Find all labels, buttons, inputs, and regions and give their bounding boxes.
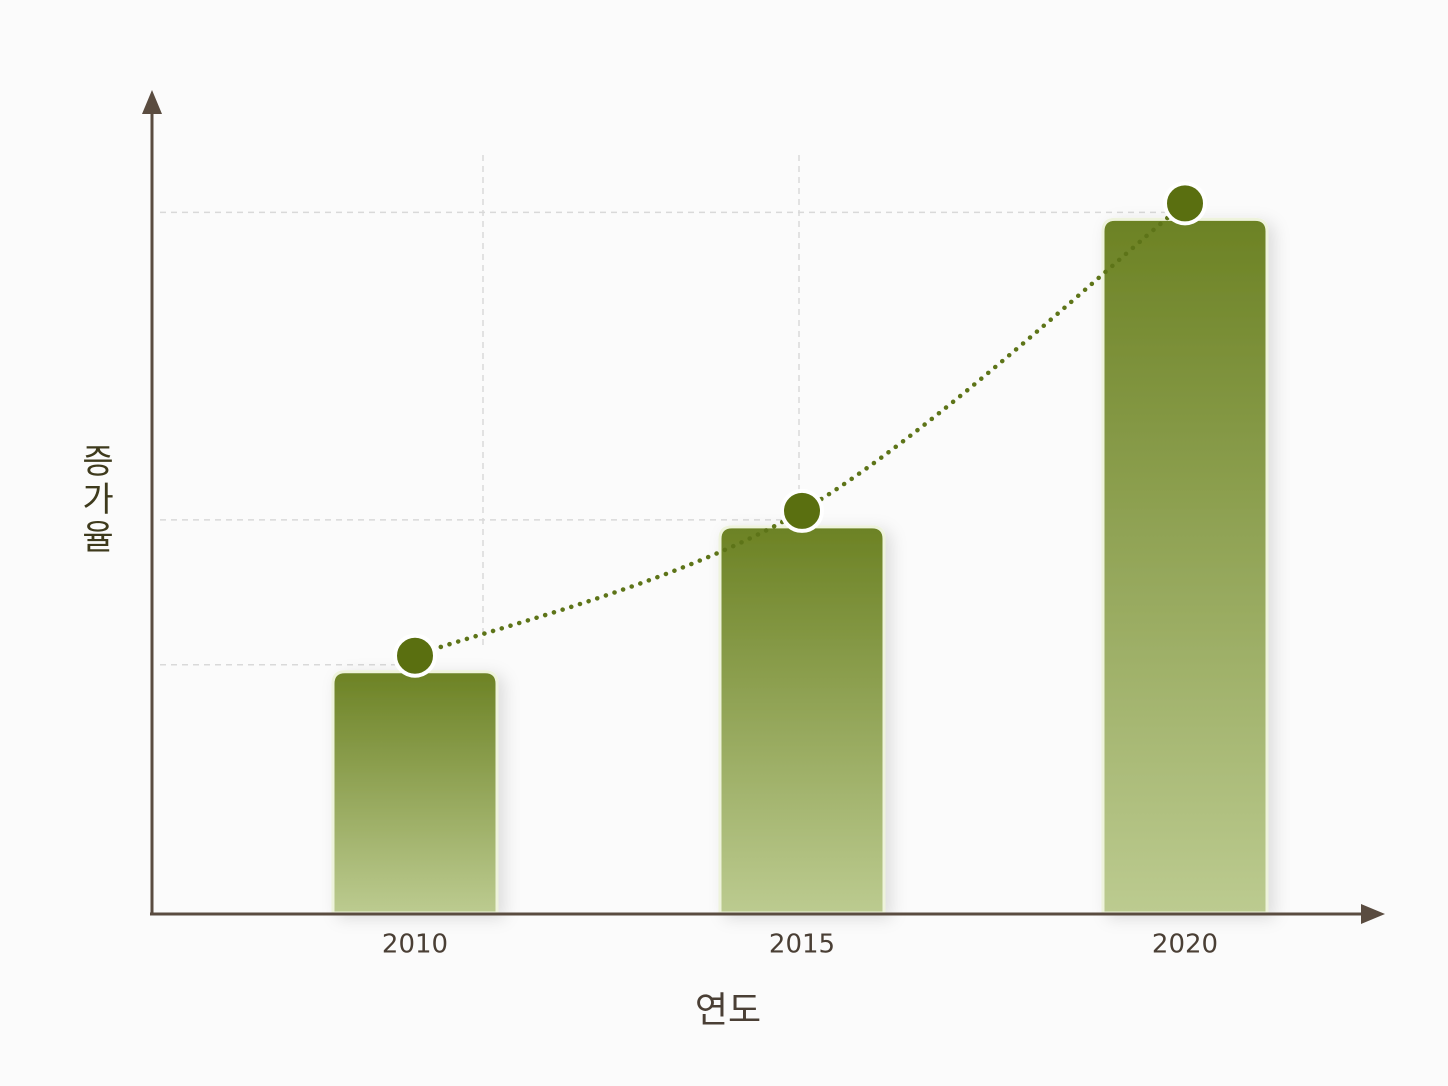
x-tick-label: 2020 [1152,930,1218,960]
point-marker [780,488,824,533]
x-axis-arrow [1361,904,1385,924]
grid [160,211,1165,666]
trend [393,181,1207,678]
point-marker [393,633,437,678]
axes [142,90,1385,924]
bar [1101,217,1269,915]
bar [718,525,886,915]
point-marker [1163,181,1207,226]
x-tick-label: 2015 [769,930,835,960]
x-axis-label: 연도 [695,990,761,1031]
y-axis-label: 증가율 [75,443,115,557]
bars [331,217,1269,915]
bar [331,670,499,915]
y-axis-arrow [142,90,162,114]
x-tick-label: 2010 [382,930,448,960]
